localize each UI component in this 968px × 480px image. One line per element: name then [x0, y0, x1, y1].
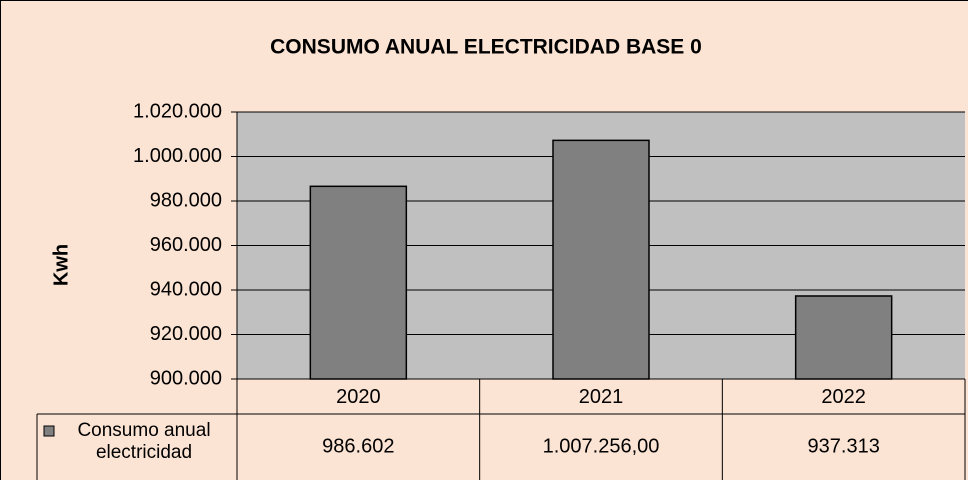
- y-tick-label: 960.000: [150, 234, 222, 256]
- y-tick-label: 920.000: [150, 323, 222, 345]
- legend-label-box: Consumo anual electricidad: [77, 420, 211, 463]
- table-value: 1.007.256,00: [543, 435, 660, 457]
- y-tick-label: 900.000: [150, 367, 222, 389]
- legend-key: [43, 425, 55, 437]
- y-tick-label: 940.000: [150, 278, 222, 300]
- y-tick-label: 980.000: [150, 189, 222, 211]
- table-value: 986.602: [322, 435, 394, 457]
- x-tick-label: 2022: [821, 386, 866, 408]
- y-axis-label: Kwh: [50, 244, 72, 286]
- y-tick-label: 1.000.000: [133, 145, 222, 167]
- chart-title: CONSUMO ANUAL ELECTRICIDAD BASE 0: [270, 36, 702, 59]
- x-tick-label: 2021: [579, 386, 624, 408]
- legend-label: Consumo anual electricidad: [77, 420, 211, 463]
- bar: [794, 295, 893, 380]
- x-tick-label: 2020: [336, 386, 381, 408]
- bar: [552, 139, 650, 380]
- table-value: 937.313: [808, 435, 880, 457]
- bar: [309, 185, 408, 380]
- y-tick-label: 1.020.000: [133, 100, 222, 122]
